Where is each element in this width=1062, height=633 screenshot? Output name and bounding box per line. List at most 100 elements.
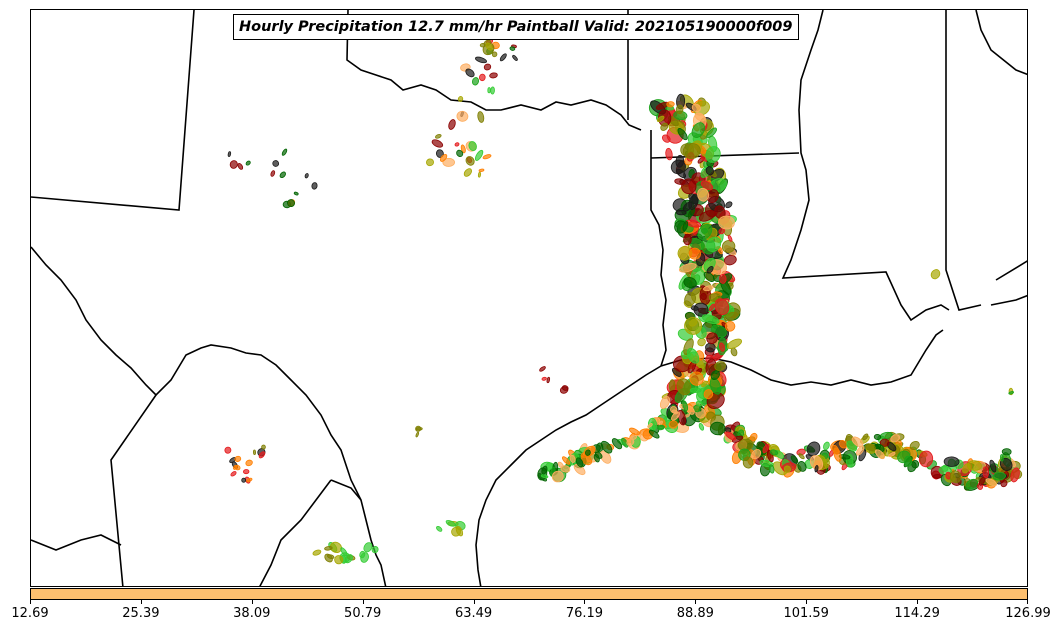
precip-blob: [671, 411, 680, 421]
precip-blob: [721, 240, 736, 253]
precip-blob: [647, 423, 653, 428]
precip-blob: [985, 478, 997, 487]
precip-blob: [809, 455, 824, 471]
precip-blob: [258, 451, 266, 459]
precip-blob: [683, 276, 697, 289]
precip-blob: [726, 338, 742, 349]
precip-blob: [252, 449, 257, 455]
precip-blob: [234, 464, 241, 471]
precip-blob: [475, 56, 487, 64]
mexico-state-line-2: [31, 534, 122, 551]
precip-blob: [465, 68, 475, 78]
precip-blob: [293, 191, 299, 196]
precip-blob: [790, 455, 799, 464]
precip-blob: [561, 456, 571, 465]
colorbar-tick-label: 114.29: [894, 606, 940, 621]
precip-blob: [485, 42, 493, 51]
colorbar-tick-label: 63.49: [454, 606, 493, 621]
precip-blob: [689, 318, 698, 327]
precip-blob: [697, 187, 710, 202]
precip-blob: [797, 461, 807, 472]
precip-blob: [682, 221, 689, 232]
precip-blob: [540, 474, 549, 479]
precip-blob: [890, 434, 901, 443]
precip-blob: [725, 201, 733, 209]
precip-blob: [490, 86, 495, 95]
ar-la-border: [650, 152, 800, 159]
precip-blob: [465, 156, 475, 166]
precip-blob: [435, 133, 442, 139]
precip-blob: [541, 465, 548, 475]
precip-blob: [489, 72, 498, 79]
precip-blob: [270, 170, 276, 177]
precip-blob: [798, 453, 805, 460]
precip-blob: [281, 148, 288, 156]
precip-blob: [688, 247, 701, 260]
precip-blob: [675, 168, 687, 179]
precip-blob: [593, 453, 600, 463]
precip-blob: [814, 465, 819, 473]
precip-blob: [371, 546, 379, 554]
precip-blob: [539, 366, 546, 372]
precip-blob: [918, 450, 934, 468]
precip-blob: [703, 271, 715, 282]
precip-blob: [865, 443, 876, 452]
precip-blob: [888, 451, 896, 458]
precip-blob: [575, 457, 584, 468]
precip-blob: [838, 439, 848, 449]
precip-blob: [279, 171, 286, 179]
precip-blob: [676, 378, 692, 396]
precip-blob: [340, 547, 348, 557]
precip-blob: [982, 466, 990, 479]
precip-blob: [731, 435, 744, 443]
precip-blob: [631, 435, 638, 440]
precip-blob: [415, 431, 420, 438]
louisiana-coast: [660, 329, 944, 386]
precip-blob: [448, 119, 456, 130]
precip-blob: [512, 54, 518, 61]
precip-blob: [930, 269, 941, 280]
precip-blob: [689, 387, 702, 393]
precip-blob: [862, 433, 869, 441]
precipitation-map: [31, 10, 1027, 586]
colorbar-tick: [362, 600, 364, 604]
precip-blob: [472, 77, 479, 86]
precip-blob: [456, 149, 464, 158]
precip-blob: [710, 370, 720, 381]
precip-blob: [691, 122, 706, 138]
precip-blob: [559, 386, 569, 394]
colorbar: [30, 588, 1028, 600]
precip-blob: [698, 423, 705, 431]
precip-blob: [234, 455, 242, 462]
precip-blob: [725, 431, 737, 441]
colorbar-tick: [30, 600, 31, 604]
precip-blob: [442, 157, 455, 167]
precip-blob: [541, 376, 547, 381]
precip-blob: [477, 111, 485, 123]
precip-blob: [697, 337, 706, 347]
precip-blob: [714, 298, 730, 315]
precip-blob: [681, 178, 697, 195]
oklahoma-texas-border: [346, 10, 642, 131]
mexico-state-line-3: [259, 479, 332, 586]
precip-blob: [701, 380, 708, 388]
colorbar-tick-label: 12.69: [11, 606, 49, 621]
precip-blob: [581, 454, 593, 466]
precip-blob: [806, 441, 821, 457]
colorbar-tick: [1027, 600, 1028, 604]
precip-blob: [478, 168, 485, 172]
precip-blob: [499, 53, 507, 62]
precip-blob: [656, 425, 665, 431]
precip-blob: [569, 454, 576, 463]
precip-blob: [705, 146, 721, 163]
colorbar-tick: [584, 600, 586, 604]
precip-blob: [509, 46, 516, 51]
precip-blob: [629, 427, 640, 436]
precip-blob: [682, 400, 689, 412]
precip-blob: [677, 128, 688, 141]
precip-blob: [585, 449, 591, 456]
precip-blob: [700, 293, 707, 300]
precip-blob: [243, 469, 250, 475]
precip-blob: [879, 438, 890, 447]
precip-blob: [237, 163, 244, 170]
